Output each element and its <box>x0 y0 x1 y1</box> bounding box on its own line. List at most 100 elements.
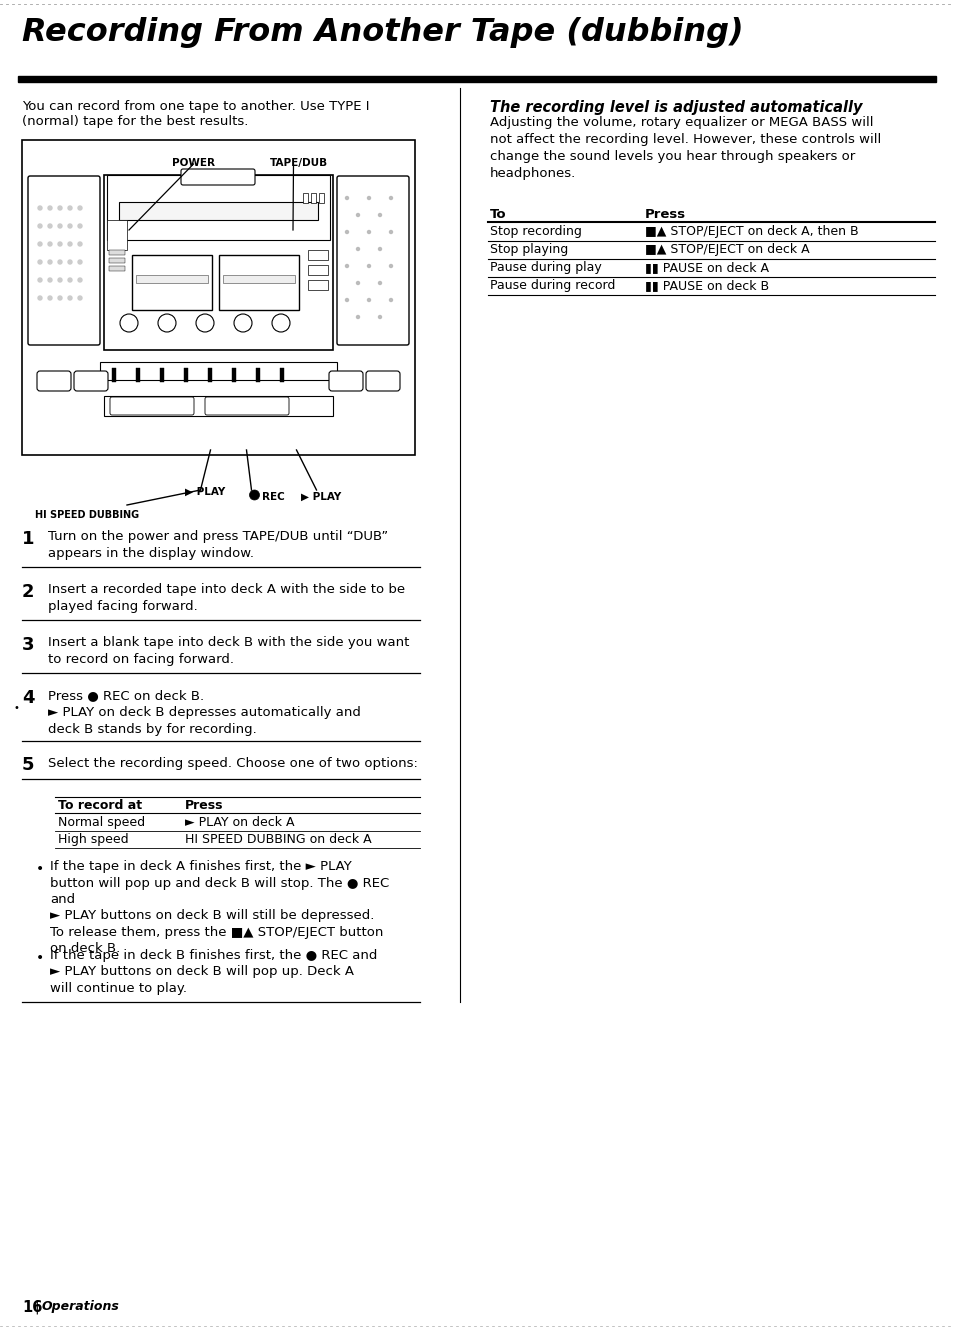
FancyBboxPatch shape <box>366 371 399 391</box>
Text: |: | <box>34 1299 38 1314</box>
Bar <box>136 275 208 283</box>
Text: Insert a recorded tape into deck A with the side to be
played facing forward.: Insert a recorded tape into deck A with … <box>48 583 405 613</box>
Bar <box>22 140 415 455</box>
Bar <box>160 368 164 382</box>
Text: Pause during record: Pause during record <box>490 279 615 293</box>
FancyBboxPatch shape <box>74 371 108 391</box>
Circle shape <box>378 282 381 285</box>
Bar <box>109 266 125 271</box>
Bar <box>184 368 188 382</box>
Bar <box>318 193 324 203</box>
Circle shape <box>356 247 359 250</box>
Circle shape <box>272 314 290 332</box>
Text: •: • <box>36 951 44 966</box>
Circle shape <box>356 315 359 318</box>
FancyBboxPatch shape <box>181 169 254 185</box>
Circle shape <box>389 298 392 302</box>
Bar <box>109 250 125 255</box>
Text: To record at: To record at <box>58 799 142 813</box>
Circle shape <box>78 259 82 263</box>
Circle shape <box>38 223 42 227</box>
Circle shape <box>195 314 213 332</box>
Bar <box>232 368 235 382</box>
Text: 16: 16 <box>22 1299 42 1315</box>
Bar <box>208 368 212 382</box>
Bar <box>119 202 317 219</box>
Text: The recording level is adjusted automatically: The recording level is adjusted automati… <box>490 100 862 114</box>
Text: •: • <box>14 704 20 713</box>
Text: Operations: Operations <box>42 1299 120 1313</box>
FancyBboxPatch shape <box>329 371 363 391</box>
Circle shape <box>389 265 392 267</box>
Circle shape <box>356 214 359 217</box>
Text: HI SPEED DUBBING on deck A: HI SPEED DUBBING on deck A <box>185 833 372 846</box>
Text: Select the recording speed. Choose one of two options:: Select the recording speed. Choose one o… <box>48 757 417 770</box>
Circle shape <box>48 242 52 246</box>
Text: Press: Press <box>644 207 685 221</box>
Bar <box>107 219 127 250</box>
FancyBboxPatch shape <box>110 396 193 415</box>
Bar <box>308 250 328 259</box>
Circle shape <box>58 259 62 263</box>
Circle shape <box>250 489 259 500</box>
Text: HI SPEED DUBBING: HI SPEED DUBBING <box>35 509 139 520</box>
Circle shape <box>68 206 71 210</box>
Text: Press: Press <box>185 799 223 813</box>
Text: Normal speed: Normal speed <box>58 817 145 829</box>
Circle shape <box>78 278 82 282</box>
Circle shape <box>389 230 392 234</box>
Circle shape <box>38 278 42 282</box>
Bar <box>311 193 315 203</box>
Bar <box>104 176 333 350</box>
Text: POWER: POWER <box>172 158 214 168</box>
Circle shape <box>38 242 42 246</box>
Circle shape <box>345 298 348 302</box>
Circle shape <box>58 223 62 227</box>
Text: If the tape in deck B finishes first, the ● REC and
► PLAY buttons on deck B wil: If the tape in deck B finishes first, th… <box>50 950 377 995</box>
Circle shape <box>78 297 82 301</box>
Circle shape <box>367 265 370 267</box>
Text: Stop recording: Stop recording <box>490 225 581 238</box>
Text: To: To <box>490 207 506 221</box>
Circle shape <box>48 278 52 282</box>
Circle shape <box>48 297 52 301</box>
Circle shape <box>78 242 82 246</box>
Circle shape <box>48 206 52 210</box>
Bar <box>136 368 140 382</box>
Circle shape <box>78 206 82 210</box>
Bar <box>104 396 333 416</box>
Text: Recording From Another Tape (dubbing): Recording From Another Tape (dubbing) <box>22 17 742 48</box>
Bar <box>303 193 308 203</box>
FancyBboxPatch shape <box>28 176 100 344</box>
Text: ▮▮ PAUSE on deck A: ▮▮ PAUSE on deck A <box>644 261 768 274</box>
Text: 3: 3 <box>22 636 34 654</box>
Circle shape <box>38 259 42 263</box>
Circle shape <box>158 314 175 332</box>
Text: ▶ PLAY: ▶ PLAY <box>301 492 341 501</box>
Bar <box>100 362 336 380</box>
Bar <box>112 368 116 382</box>
Circle shape <box>58 242 62 246</box>
Circle shape <box>58 206 62 210</box>
Text: TAPE/DUB: TAPE/DUB <box>269 158 327 168</box>
Text: 1: 1 <box>22 529 34 548</box>
Circle shape <box>120 314 138 332</box>
Circle shape <box>367 230 370 234</box>
Text: You can record from one tape to another. Use TYPE I
(normal) tape for the best r: You can record from one tape to another.… <box>22 100 369 128</box>
Bar <box>132 255 212 310</box>
FancyBboxPatch shape <box>37 371 71 391</box>
Circle shape <box>378 315 381 318</box>
Bar <box>280 368 284 382</box>
Text: 2: 2 <box>22 583 34 601</box>
Text: ■▲ STOP/EJECT on deck A: ■▲ STOP/EJECT on deck A <box>644 243 809 255</box>
Text: High speed: High speed <box>58 833 129 846</box>
Circle shape <box>345 265 348 267</box>
Text: ■▲ STOP/EJECT on deck A, then B: ■▲ STOP/EJECT on deck A, then B <box>644 225 858 238</box>
Circle shape <box>356 282 359 285</box>
Circle shape <box>233 314 252 332</box>
Circle shape <box>68 297 71 301</box>
Bar <box>255 368 260 382</box>
Bar <box>308 265 328 275</box>
Bar <box>109 258 125 263</box>
Text: ► PLAY on deck A: ► PLAY on deck A <box>185 817 294 829</box>
